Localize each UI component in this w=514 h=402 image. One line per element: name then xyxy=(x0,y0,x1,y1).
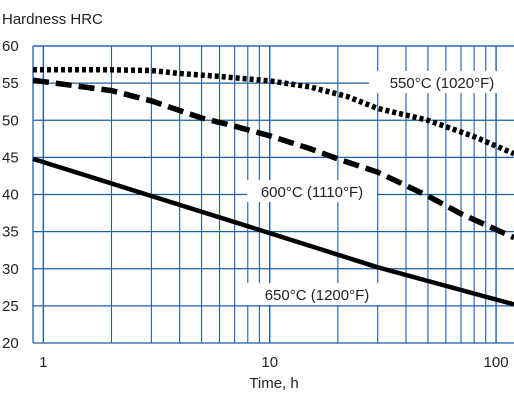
series-line xyxy=(33,67,514,157)
series-labels: 550°C (1020°F) 600°C (1110°F) 650°C (1200°… xyxy=(247,71,514,305)
series-label-box xyxy=(247,283,387,305)
series-label-box xyxy=(369,71,514,93)
x-axis-label: Time, h xyxy=(249,375,298,392)
x-tick-label: 100 xyxy=(484,354,509,371)
series-label: 600°C (1110°F) xyxy=(261,184,363,201)
y-tick-label: 30 xyxy=(2,261,19,278)
y-tick-label: 35 xyxy=(2,224,19,241)
series-label-box xyxy=(247,180,377,202)
series-label: 650°C (1200°F) xyxy=(265,287,370,304)
y-tick-label: 25 xyxy=(2,298,19,315)
chart-title: Hardness HRC xyxy=(2,11,103,28)
series-line xyxy=(32,77,514,241)
y-tick-label: 55 xyxy=(2,75,19,92)
y-tick-label: 40 xyxy=(2,187,19,204)
y-tick-label: 45 xyxy=(2,149,19,166)
y-tick-label: 20 xyxy=(2,335,19,352)
series-label: 550°C (1020°F) xyxy=(390,75,495,92)
y-tick-label: 60 xyxy=(2,38,19,55)
y-tick-label: 50 xyxy=(2,112,19,129)
series-line xyxy=(32,156,514,307)
tick-labels: 20 25 30 35 40 45 50 55 60 1 10 100 xyxy=(2,38,509,371)
x-tick-label: 10 xyxy=(261,354,278,371)
x-tick-label: 1 xyxy=(39,354,47,371)
series-lines xyxy=(32,67,514,307)
